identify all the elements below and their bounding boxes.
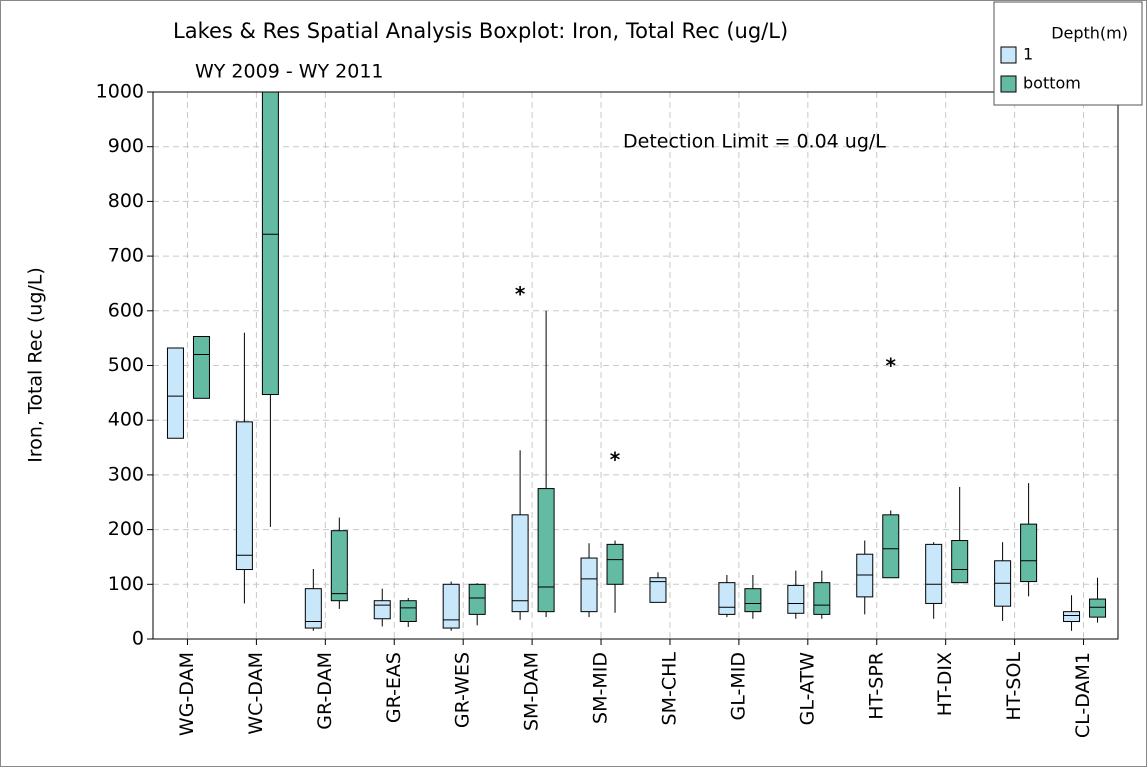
y-tick-label: 800 — [108, 190, 144, 212]
outlier: * — [610, 447, 621, 471]
box — [882, 514, 900, 579]
box — [649, 577, 667, 603]
box — [192, 336, 210, 399]
x-tick-label: GR-EAS — [383, 652, 405, 723]
box — [813, 582, 831, 615]
legend-swatch — [1000, 75, 1017, 93]
x-tick-label: SM-DAM — [521, 652, 543, 731]
x-tick-label: GL-ATW — [796, 652, 818, 726]
box — [925, 543, 943, 604]
box — [261, 92, 279, 395]
legend-label: bottom — [1023, 74, 1081, 93]
box — [442, 583, 460, 629]
box — [1063, 611, 1081, 622]
annotation: Detection Limit = 0.04 ug/L — [623, 131, 886, 153]
legend: Depth(m) 1 bottom — [993, 1, 1143, 106]
legend-swatch — [1000, 46, 1017, 64]
x-tick-label: GL-MID — [727, 652, 749, 720]
legend-box — [993, 1, 1143, 106]
y-tick-label: 1000 — [96, 81, 144, 103]
x-tick-label: HT-SPR — [865, 652, 887, 720]
y-tick-label: 600 — [108, 299, 144, 321]
plot-border — [152, 91, 1119, 640]
box — [330, 530, 348, 602]
box — [304, 588, 322, 629]
x-tick-label: WC-DAM — [245, 652, 267, 735]
x-tick-label: SM-MID — [590, 652, 612, 724]
y-tick-label: 0 — [132, 628, 144, 650]
x-tick-label: SM-CHL — [658, 652, 680, 726]
box — [580, 557, 598, 613]
box — [856, 553, 874, 598]
outlier: * — [515, 282, 526, 306]
y-tick-label: 300 — [108, 463, 144, 485]
y-tick-label: 200 — [108, 518, 144, 540]
x-tick-label: GR-DAM — [314, 652, 336, 730]
box — [537, 488, 555, 613]
y-tick-label: 700 — [108, 245, 144, 267]
box — [235, 421, 253, 571]
y-tick-label: 400 — [108, 409, 144, 431]
box — [166, 347, 184, 439]
y-tick-label: 900 — [108, 135, 144, 157]
legend-title: Depth(m) — [1051, 24, 1128, 43]
legend-label: 1 — [1023, 45, 1033, 64]
chart-subtitle: WY 2009 - WY 2011 — [195, 61, 384, 83]
box — [1089, 598, 1107, 618]
box — [399, 600, 417, 622]
plot-marks: * * * — [166, 92, 1107, 631]
box — [951, 540, 969, 584]
x-tick-label: HT-SOL — [1003, 652, 1025, 721]
x-tick-label: CL-DAM1 — [1072, 652, 1094, 738]
y-tick-label: 100 — [108, 573, 144, 595]
box — [1020, 523, 1038, 583]
x-tick-label: HT-DIX — [934, 652, 956, 716]
box — [744, 588, 762, 613]
x-tick-label: WG-DAM — [176, 652, 198, 736]
box — [511, 514, 529, 613]
box — [787, 584, 805, 614]
y-axis-label: Iron, Total Rec (ug/L) — [25, 267, 47, 463]
x-tick-label: GR-WES — [452, 652, 474, 728]
chart-title: Lakes & Res Spatial Analysis Boxplot: Ir… — [173, 19, 788, 43]
y-tick-label: 500 — [108, 354, 144, 376]
outlier: * — [886, 353, 897, 377]
box — [718, 582, 736, 615]
box — [373, 600, 391, 620]
box — [468, 583, 486, 615]
box — [606, 543, 624, 585]
